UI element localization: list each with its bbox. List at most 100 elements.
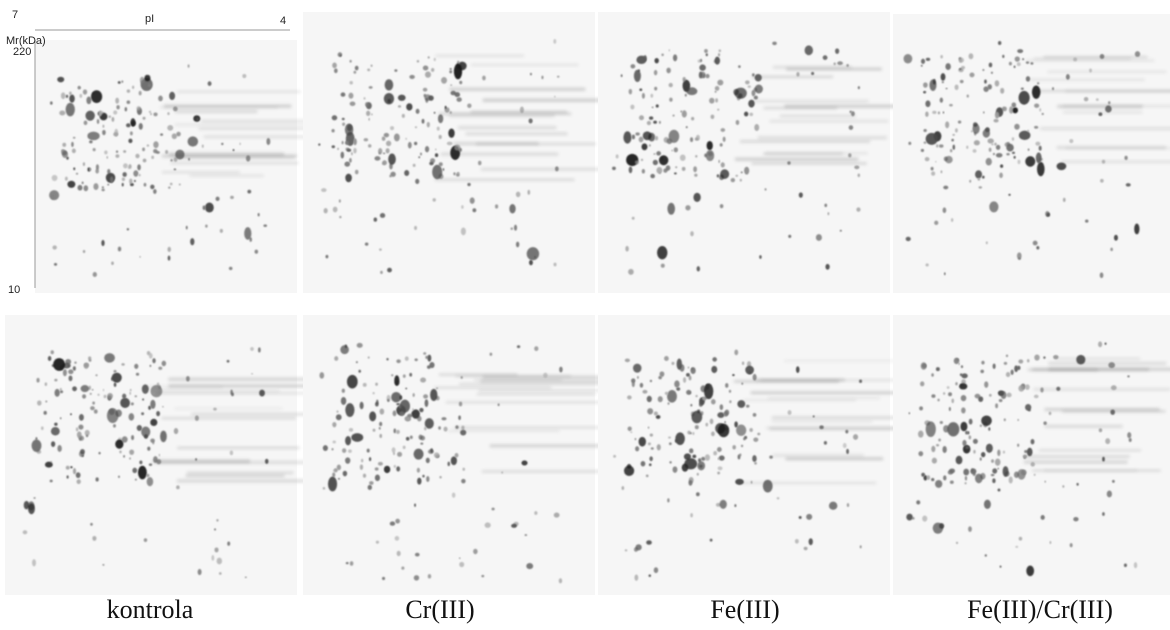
spot xyxy=(405,137,408,140)
streak xyxy=(1044,407,1160,411)
spot xyxy=(1108,362,1116,369)
spot xyxy=(390,126,395,131)
spot xyxy=(451,492,456,498)
streak xyxy=(170,162,299,165)
spot xyxy=(418,156,421,159)
spot xyxy=(95,477,99,482)
spot xyxy=(339,54,342,57)
spot xyxy=(460,376,463,379)
spot xyxy=(717,412,725,419)
spot xyxy=(997,488,1001,492)
spot xyxy=(1134,51,1141,57)
spot xyxy=(423,352,427,355)
streak xyxy=(750,391,911,395)
spot xyxy=(510,227,513,230)
spot xyxy=(955,455,963,465)
spot xyxy=(822,55,828,60)
spot xyxy=(251,372,254,375)
spot xyxy=(988,147,992,152)
streak xyxy=(1065,147,1170,150)
spot xyxy=(156,382,160,386)
spot xyxy=(438,134,442,140)
spot xyxy=(374,474,381,482)
spot xyxy=(332,62,337,69)
spot xyxy=(426,365,431,369)
spot xyxy=(687,366,690,369)
spot xyxy=(918,430,924,438)
spot xyxy=(130,120,136,127)
spot xyxy=(653,69,658,76)
spot xyxy=(931,478,935,482)
spot xyxy=(648,463,652,467)
spot xyxy=(65,94,69,98)
spot xyxy=(699,58,703,63)
spot xyxy=(641,168,645,174)
spot xyxy=(341,117,345,121)
streak xyxy=(161,154,297,158)
spot xyxy=(1069,543,1073,548)
gel xyxy=(35,40,335,293)
spot xyxy=(754,84,763,94)
spot xyxy=(667,202,676,215)
spot xyxy=(982,68,985,71)
spot xyxy=(1099,272,1104,279)
spot xyxy=(718,159,720,164)
spot xyxy=(717,466,723,471)
spot xyxy=(54,378,58,382)
spot xyxy=(515,191,521,198)
spot xyxy=(101,188,105,192)
spot xyxy=(66,475,69,479)
spot xyxy=(676,387,681,391)
spot xyxy=(969,72,975,78)
mr-label: Mr(kDa) xyxy=(6,35,46,47)
streak xyxy=(763,106,837,110)
streak xyxy=(177,90,301,93)
spot xyxy=(104,150,108,155)
spot xyxy=(89,167,92,171)
spot xyxy=(331,129,335,133)
spot xyxy=(1048,411,1052,416)
spot xyxy=(620,74,623,78)
spot xyxy=(144,74,151,82)
spot xyxy=(1002,466,1009,477)
spot xyxy=(695,394,698,398)
spot xyxy=(519,106,524,114)
spot xyxy=(90,406,95,411)
spot xyxy=(982,175,985,179)
spot xyxy=(762,479,773,493)
spot xyxy=(49,479,53,483)
spot xyxy=(673,147,678,153)
spot xyxy=(857,173,861,178)
spot xyxy=(745,365,754,375)
spot xyxy=(489,352,493,356)
spot xyxy=(59,110,66,116)
streak xyxy=(458,126,557,130)
spot xyxy=(638,436,647,447)
spot xyxy=(1005,354,1009,358)
spot xyxy=(139,255,141,258)
spot xyxy=(413,575,420,581)
spot xyxy=(113,110,118,115)
spot xyxy=(150,184,155,190)
spot xyxy=(1034,125,1039,129)
spot xyxy=(848,125,854,130)
spot xyxy=(109,176,114,184)
spot xyxy=(923,141,927,144)
spot xyxy=(957,120,962,124)
spot xyxy=(344,140,350,145)
spot xyxy=(123,454,126,458)
spot xyxy=(150,112,152,116)
spot xyxy=(942,111,945,114)
spot xyxy=(161,360,167,367)
spot xyxy=(981,360,985,365)
spot xyxy=(420,377,427,383)
spot xyxy=(382,160,387,166)
spot xyxy=(945,87,948,90)
spot xyxy=(393,133,400,142)
spot xyxy=(142,158,147,163)
spot xyxy=(353,138,357,146)
spot xyxy=(115,150,119,153)
spot xyxy=(1123,563,1127,568)
spot xyxy=(167,125,174,131)
spot xyxy=(966,145,969,149)
